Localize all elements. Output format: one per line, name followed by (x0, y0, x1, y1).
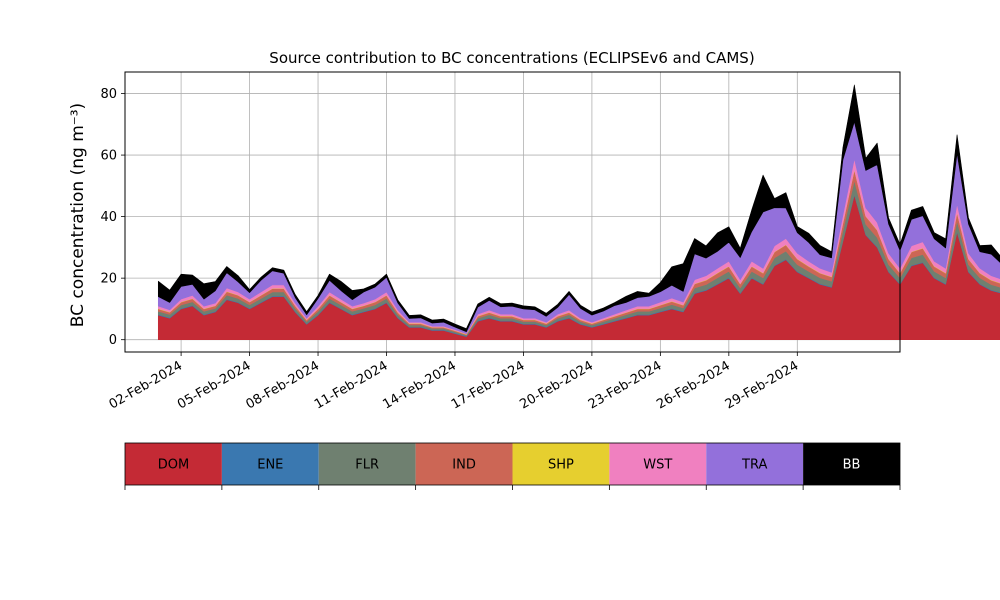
legend-swatch-bb (803, 443, 900, 485)
legend-swatch-tra (706, 443, 804, 485)
plot-frame (124, 71, 901, 353)
y-tick-label: 20 (100, 272, 117, 287)
legend-label-flr: FLR (355, 458, 379, 473)
legend-label-tra: TRA (741, 458, 767, 473)
legend-label-wst: WST (643, 458, 672, 473)
legend-label-dom: DOM (158, 458, 189, 473)
legend-swatch-shp (512, 443, 610, 485)
y-axis-label: BC concentration (ng m⁻³) (68, 103, 88, 327)
legend-swatch-ene (221, 443, 319, 485)
y-axis: 0 20 40 60 80 (100, 87, 125, 348)
legend-label-ene: ENE (257, 458, 283, 473)
stacked-areas (157, 84, 1000, 340)
legend-frame (124, 442, 901, 486)
legend-label-shp: SHP (548, 458, 574, 473)
legend-swatch-flr (318, 443, 416, 485)
y-tick-label: 80 (100, 87, 117, 102)
area-bb (157, 84, 1000, 332)
legend-swatch-wst (609, 443, 707, 485)
legend-swatch-ind (415, 443, 513, 485)
legend-label-ind: IND (452, 458, 476, 473)
y-tick-label: 0 (109, 333, 117, 348)
legend-label-bb: BB (843, 458, 861, 473)
y-tick-label: 40 (100, 210, 117, 225)
colorbar-legend: DOM ENE FLR IND SHP WST TRA BB (124, 442, 901, 490)
legend-swatch-dom (125, 443, 222, 485)
grid (125, 72, 900, 352)
chart-title: Source contribution to BC concentrations… (269, 49, 754, 67)
y-tick-label: 60 (100, 149, 117, 164)
